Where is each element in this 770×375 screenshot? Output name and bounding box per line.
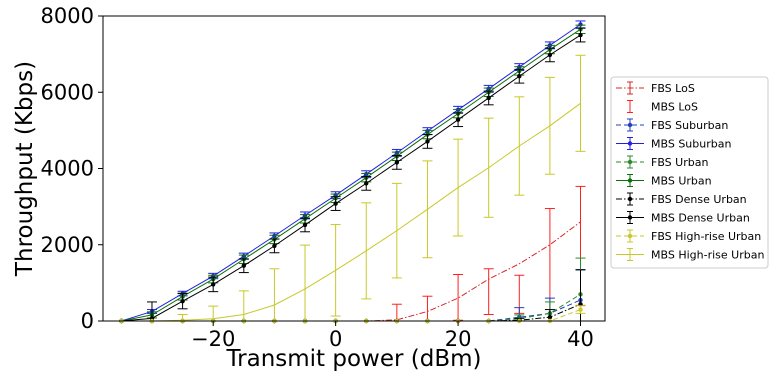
series-line: [121, 28, 581, 322]
data-point: [180, 298, 185, 304]
data-point: [364, 181, 369, 186]
legend-marker: [627, 122, 633, 128]
y-tick-label: 6000: [41, 80, 94, 104]
plot-frame: [102, 15, 606, 322]
legend-entry: FBS Urban: [616, 155, 708, 169]
legend-label: MBS Dense Urban: [651, 212, 750, 225]
series-line: [121, 102, 581, 322]
legend-entry: MBS Dense Urban: [616, 211, 750, 225]
legend-box: [610, 76, 769, 269]
legend-entry: MBS Urban: [616, 174, 712, 188]
legend-entry: MBS LoS: [627, 100, 698, 114]
series-line: [121, 299, 581, 322]
legend-marker: [627, 159, 633, 165]
legend-label: FBS Dense Urban: [651, 193, 747, 206]
legend: FBS LoS MBS LoS FBS Suburban MBS Suburban FB…: [610, 76, 769, 269]
legend-entry: FBS Dense Urban: [616, 192, 747, 206]
legend-marker: [627, 215, 633, 220]
data-point: [578, 307, 583, 312]
data-point: [486, 95, 491, 101]
data-point: [302, 222, 308, 228]
x-tick-label: −20: [191, 327, 235, 351]
series-line: [121, 34, 581, 322]
data-point: [394, 160, 400, 165]
legend-entry: MBS Suburban: [616, 137, 731, 151]
legend-marker: [627, 141, 633, 146]
legend-marker: [627, 196, 633, 202]
y-tick-label: 0: [81, 309, 94, 333]
data-point: [272, 243, 277, 249]
x-tick-label: 20: [445, 327, 472, 351]
data-point: [547, 314, 553, 320]
data-point: [333, 201, 338, 206]
data-point: [455, 117, 461, 122]
legend-marker: [627, 233, 633, 239]
plot-layer: [119, 20, 586, 324]
series-line: [121, 23, 581, 322]
y-tick-label: 4000: [41, 157, 94, 181]
y-tick-label: 8000: [41, 4, 94, 28]
legend-entry: FBS LoS: [616, 81, 695, 95]
legend-label: FBS Suburban: [651, 119, 728, 132]
legend-label: FBS Urban: [651, 156, 708, 169]
series-0: [121, 221, 581, 322]
legend-entry: FBS High-rise Urban: [616, 229, 761, 243]
y-tick-label: 2000: [41, 233, 94, 257]
legend-label: MBS LoS: [651, 101, 698, 114]
x-tick-label: 40: [567, 327, 594, 351]
y-axis-label: Throughput (Kbps): [12, 61, 38, 277]
legend-entry: FBS Suburban: [616, 118, 728, 132]
legend-label: FBS LoS: [651, 82, 695, 95]
series-line: [121, 303, 581, 322]
legend-label: MBS Suburban: [651, 138, 731, 151]
series-7: [119, 27, 586, 324]
axes: −20 0 20 40 0 2000 4000 6000 8000: [41, 4, 594, 351]
legend-marker: [627, 178, 633, 183]
data-point: [241, 263, 247, 268]
series-line: [121, 221, 581, 322]
data-point: [425, 139, 430, 144]
x-tick-label: 0: [329, 327, 342, 351]
series-9: [121, 54, 586, 322]
legend-label: FBS High-rise Urban: [651, 230, 761, 243]
series-line: [121, 293, 581, 322]
data-point: [210, 282, 216, 287]
x-axis-label: Transmit power (dBm): [225, 346, 481, 372]
data-point: [547, 52, 553, 58]
data-point: [578, 32, 583, 38]
legend-label: MBS High-rise Urban: [651, 249, 764, 262]
data-point: [517, 74, 522, 79]
series-line: [121, 309, 581, 322]
legend-entry: MBS High-rise Urban: [616, 248, 764, 262]
legend-label: MBS Urban: [651, 175, 712, 188]
